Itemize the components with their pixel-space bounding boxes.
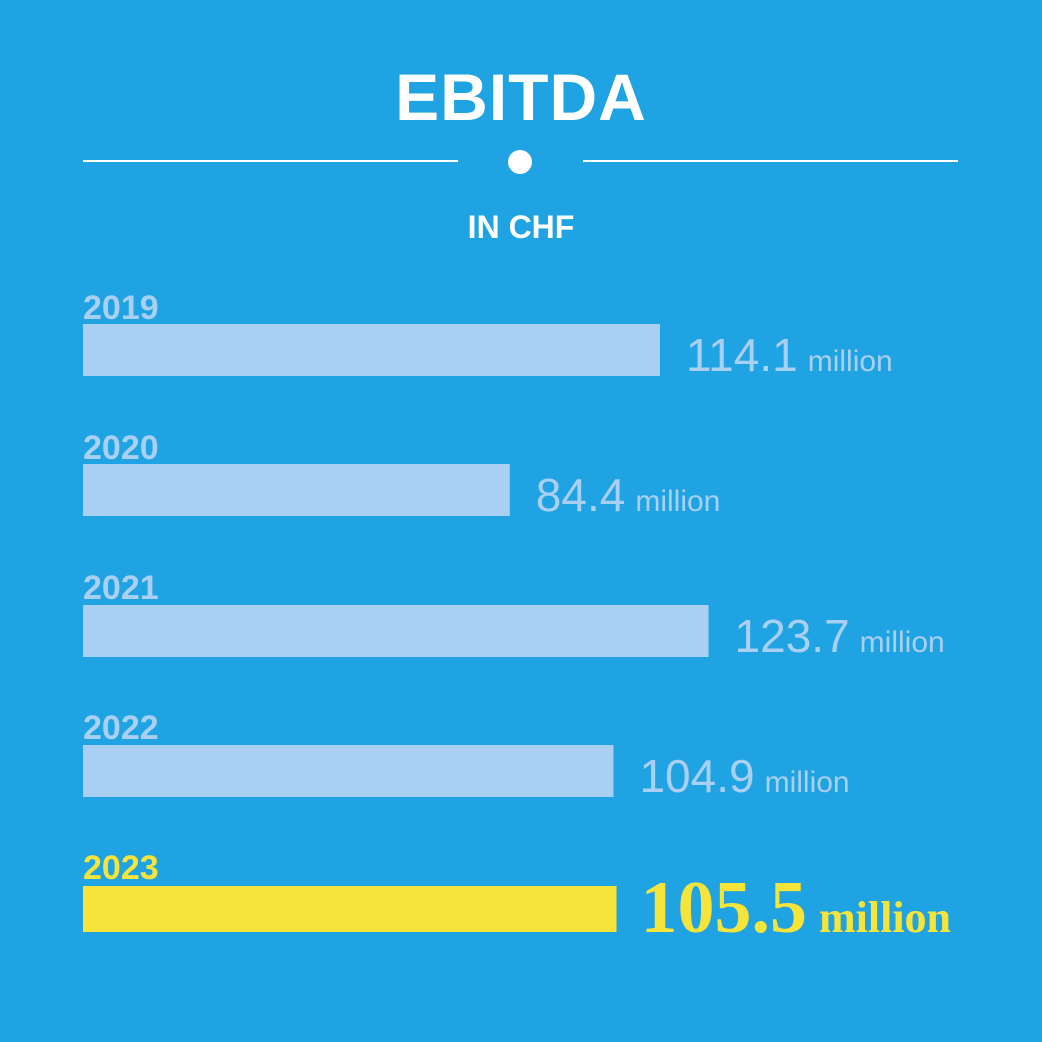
- bar-2019: [83, 324, 660, 376]
- bar-2022: [83, 745, 614, 797]
- value-label-2022: 104.9 million: [639, 750, 849, 802]
- category-label-2019: 2019: [83, 289, 159, 327]
- value-label-2019: 114.1 million: [686, 329, 893, 381]
- value-unit-2019: million: [808, 345, 893, 378]
- value-label-2023: 105.5 million: [641, 867, 952, 949]
- bar-2020: [83, 464, 510, 516]
- value-label-2021: 123.7 million: [735, 610, 945, 662]
- value-unit-2023: million: [819, 893, 951, 942]
- value-number-2019: 114.1: [686, 329, 798, 381]
- value-number-2022: 104.9: [639, 750, 754, 802]
- category-label-2023: 2023: [83, 849, 159, 887]
- category-label-2020: 2020: [83, 429, 159, 467]
- value-unit-2022: million: [765, 766, 850, 799]
- category-label-2021: 2021: [83, 569, 159, 607]
- title-rule-left: [83, 160, 458, 162]
- category-label-2022: 2022: [83, 709, 159, 747]
- value-number-2021: 123.7: [735, 610, 850, 662]
- chart-title: EBITDA: [395, 60, 647, 134]
- chart-subtitle: IN CHF: [467, 209, 575, 245]
- value-number-2023: 105.5: [641, 867, 808, 949]
- title-rule-right: [583, 160, 958, 162]
- value-unit-2021: million: [860, 626, 945, 659]
- bar-2023: [83, 886, 617, 932]
- value-unit-2020: million: [635, 485, 720, 518]
- value-label-2020: 84.4 million: [536, 469, 721, 521]
- value-number-2020: 84.4: [536, 469, 626, 521]
- title-divider-dot: [508, 150, 532, 174]
- bar-2021: [83, 605, 709, 657]
